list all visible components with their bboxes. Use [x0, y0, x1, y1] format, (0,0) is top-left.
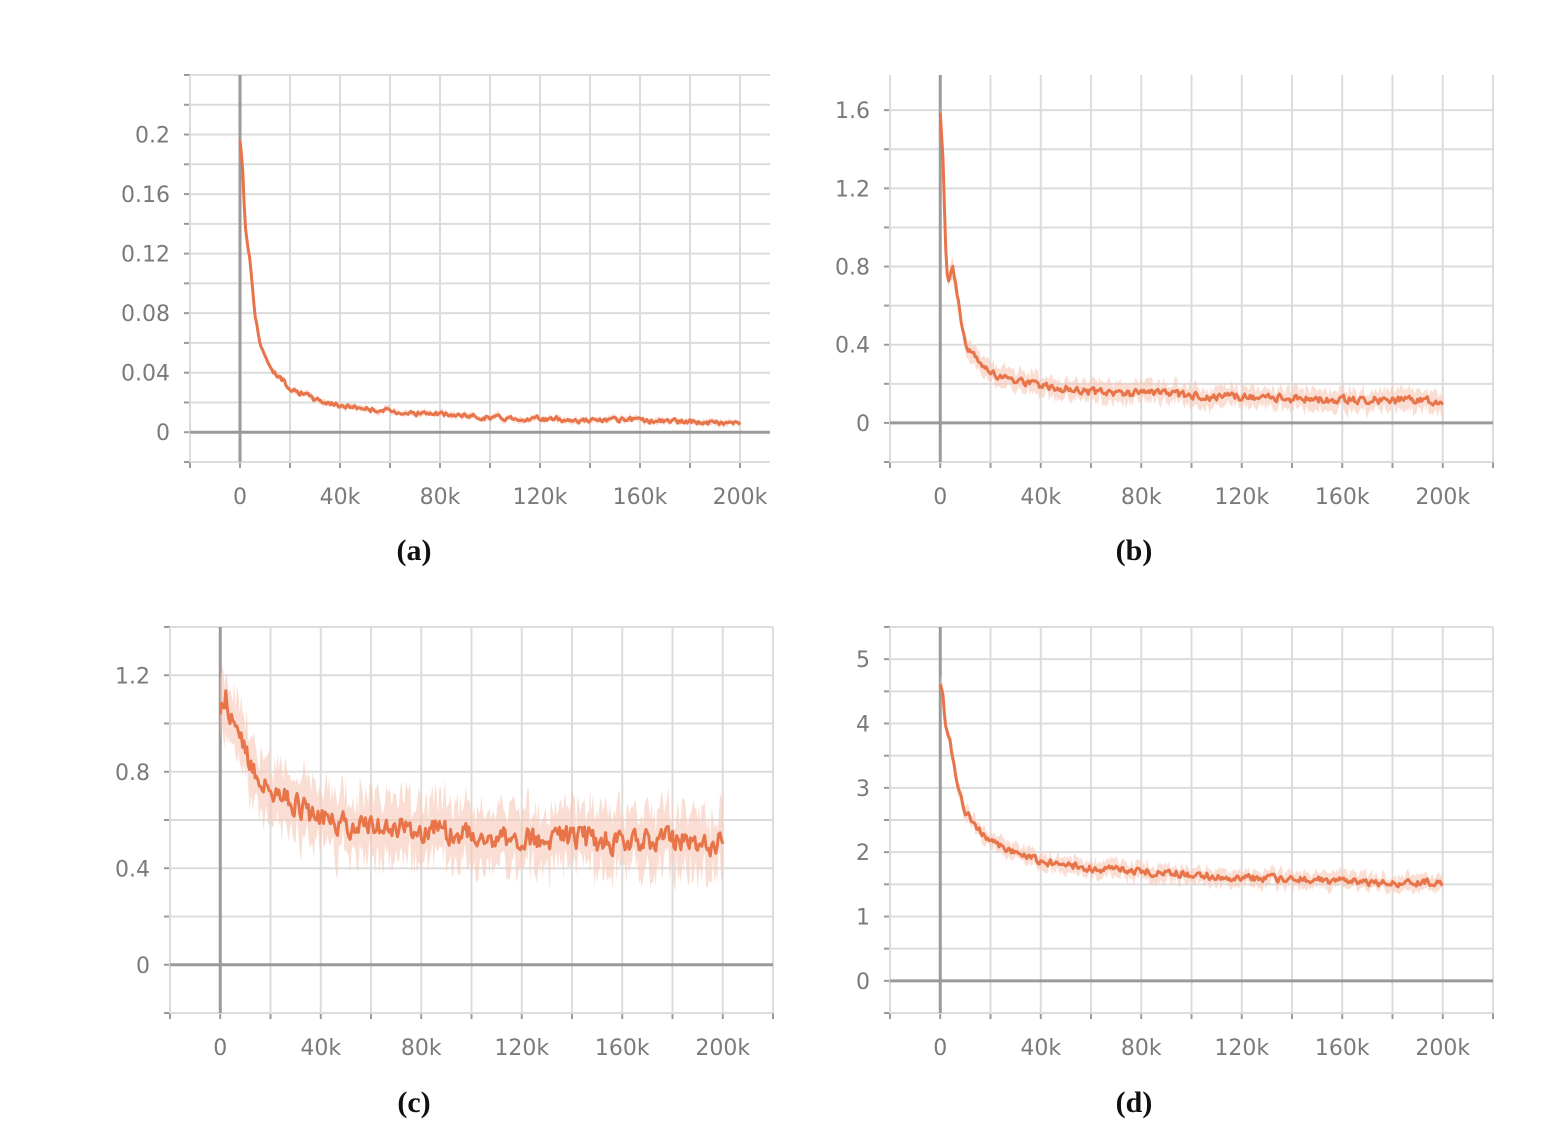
y-tick-label: 0 [856, 412, 870, 437]
x-tick-label: 200k [1415, 1036, 1470, 1061]
y-tick-label: 1.2 [115, 664, 150, 689]
chart-d: 0 1 2 3 4 5 0 40k 80k 120k 160k 200k [856, 626, 1494, 1061]
series-line [938, 112, 1445, 407]
y-tick-label: 0 [136, 954, 150, 979]
x-tick-label: 160k [595, 1036, 650, 1061]
y-tick-label: 0.04 [121, 362, 170, 387]
x-tick-label: 200k [1415, 485, 1470, 510]
x-tick-label: 200k [713, 485, 768, 510]
chart-a: 0 0.04 0.08 0.12 0.16 0.2 0 40k 80k 120k 160k 200k [121, 74, 770, 510]
y-tick-label: 3 [856, 777, 870, 802]
chart-panel-a: 0 0.04 0.08 0.12 0.16 0.2 0 40k 80k 120k 160k 200k … [0, 0, 780, 580]
x-tick-label: 160k [1315, 1036, 1370, 1061]
caption-d: (d) [1115, 1086, 1153, 1119]
series-line [238, 140, 742, 426]
chart-panel-b: 0 0.4 0.8 1.2 1.6 0 40k 80k 120k 160k 200k (b) [780, 0, 1560, 580]
series-raw-band [940, 99, 1443, 419]
chart-c: 0 0.4 0.8 1.2 0 40k 80k 120k 160k 200k [115, 626, 774, 1061]
y-tick-label: 0.8 [115, 761, 150, 786]
chart-panel-d: 0 1 2 3 4 5 0 40k 80k 120k 160k 200k (d) [780, 580, 1560, 1139]
y-tick-label: 1 [856, 906, 870, 931]
series-raw-band [220, 665, 723, 892]
y-tick-label: 0.12 [121, 243, 170, 268]
x-tick-label: 80k [1121, 1036, 1162, 1061]
y-tick-label: 0.08 [121, 302, 170, 327]
x-tick-label: 40k [1020, 485, 1061, 510]
chart-panel-c: 0 0.4 0.8 1.2 0 40k 80k 120k 160k 200k (c) [0, 580, 780, 1139]
x-tick-label: 120k [1214, 1036, 1269, 1061]
caption-b: (b) [1115, 534, 1153, 567]
y-tick-label: 4 [856, 713, 870, 738]
x-tick-label: 40k [300, 1036, 341, 1061]
x-tick-label: 0 [233, 485, 247, 510]
caption-c: (c) [397, 1086, 431, 1119]
x-tick-label: 80k [401, 1036, 442, 1061]
x-tick-label: 80k [1121, 485, 1162, 510]
y-tick-label: 2 [856, 841, 870, 866]
x-tick-label: 40k [320, 485, 361, 510]
y-tick-label: 0 [856, 970, 870, 995]
x-tick-label: 80k [420, 485, 461, 510]
x-tick-label: 120k [494, 1036, 549, 1061]
x-tick-label: 0 [933, 1036, 947, 1061]
x-tick-label: 0 [933, 485, 947, 510]
y-tick-label: 0 [156, 421, 170, 446]
x-tick-label: 160k [1315, 485, 1370, 510]
y-tick-label: 0.4 [835, 334, 870, 359]
series-line [938, 683, 1444, 889]
y-tick-label: 0.2 [135, 124, 170, 149]
chart-b: 0 0.4 0.8 1.2 1.6 0 40k 80k 120k 160k 200k [835, 75, 1494, 510]
y-tick-label: 0.4 [115, 857, 150, 882]
y-tick-label: 0.8 [835, 256, 870, 281]
x-tick-label: 120k [513, 485, 568, 510]
x-tick-label: 120k [1214, 485, 1269, 510]
series-line [218, 689, 725, 858]
x-tick-label: 40k [1020, 1036, 1061, 1061]
y-tick-label: 5 [856, 648, 870, 673]
y-tick-label: 0.16 [121, 183, 170, 208]
x-tick-label: 200k [695, 1036, 750, 1061]
caption-a: (a) [396, 534, 432, 567]
x-tick-label: 160k [613, 485, 668, 510]
y-tick-label: 1.6 [835, 99, 870, 124]
y-tick-label: 1.2 [835, 177, 870, 202]
x-tick-label: 0 [213, 1036, 227, 1061]
